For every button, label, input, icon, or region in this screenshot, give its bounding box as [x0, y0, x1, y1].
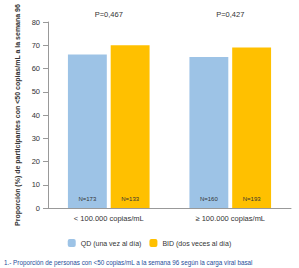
- svg-text:N=133: N=133: [121, 196, 140, 202]
- svg-text:< 100.000 copias/mL: < 100.000 copias/mL: [74, 214, 144, 223]
- svg-text:30: 30: [32, 134, 40, 143]
- svg-text:10: 10: [32, 180, 40, 189]
- svg-text:P=0,467: P=0,467: [95, 10, 123, 19]
- svg-text:N=173: N=173: [78, 196, 97, 202]
- svg-text:Proporción (%) de participante: Proporción (%) de participantes con <50 …: [14, 4, 22, 226]
- svg-text:20: 20: [32, 157, 40, 166]
- svg-text:0: 0: [36, 204, 40, 213]
- svg-text:40: 40: [32, 111, 40, 120]
- svg-text:60: 60: [32, 64, 40, 73]
- svg-text:N=160: N=160: [200, 196, 219, 202]
- svg-text:≥ 100.000 copias/mL: ≥ 100.000 copias/mL: [195, 214, 265, 223]
- svg-text:80: 80: [32, 18, 40, 27]
- svg-text:70: 70: [32, 41, 40, 50]
- svg-text:N=193: N=193: [243, 196, 262, 202]
- svg-text:50: 50: [32, 87, 40, 96]
- svg-text:BID (dos veces al día): BID (dos veces al día): [162, 240, 231, 248]
- svg-text:QD (una vez al día): QD (una vez al día): [81, 240, 142, 248]
- svg-text:P=0,427: P=0,427: [216, 10, 244, 19]
- svg-text:1.- Proporción de personas con: 1.- Proporción de personas con <50 copia…: [4, 259, 252, 267]
